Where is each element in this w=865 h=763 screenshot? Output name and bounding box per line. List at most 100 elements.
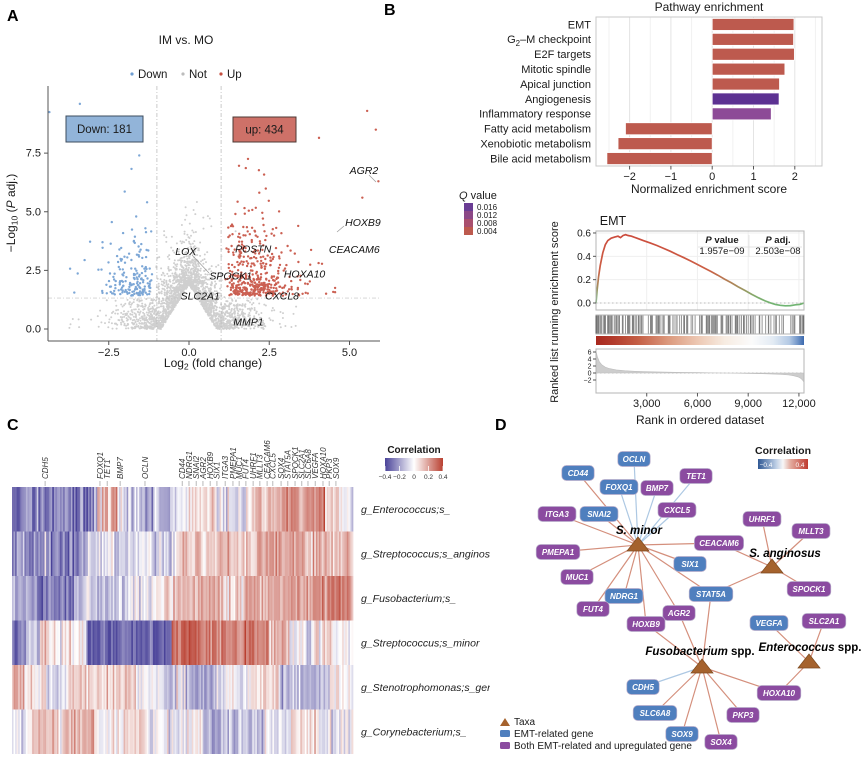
svg-text:SLC6A8: SLC6A8 xyxy=(304,449,313,479)
svg-text:NDRG1: NDRG1 xyxy=(185,451,194,479)
svg-text:g_Streptococcus;s_anginosus: g_Streptococcus;s_anginosus xyxy=(361,548,490,560)
svg-text:0.6: 0.6 xyxy=(577,228,591,239)
svg-text:VEGFA: VEGFA xyxy=(755,619,782,628)
svg-text:MMP1: MMP1 xyxy=(233,316,263,328)
svg-text:CD44: CD44 xyxy=(568,469,589,478)
svg-text:Fatty acid metabolism: Fatty acid metabolism xyxy=(484,124,591,136)
svg-text:G2–M checkpoint: G2–M checkpoint xyxy=(507,34,591,48)
svg-text:Correlation: Correlation xyxy=(755,445,811,457)
svg-text:NDRG1: NDRG1 xyxy=(610,592,639,601)
panel-a-volcano-plot: −2.5 0.0 2.5 5.0 0.0 2.5 5.0 7.5 Log2 (fold chan… xyxy=(4,33,381,372)
svg-text:CDH5: CDH5 xyxy=(632,683,654,692)
svg-text:HOXA10: HOXA10 xyxy=(284,268,326,280)
svg-text:P adj.: P adj. xyxy=(765,235,790,246)
svg-text:UHRF1: UHRF1 xyxy=(749,515,776,524)
svg-text:AGR2: AGR2 xyxy=(349,165,379,177)
svg-text:BMP7: BMP7 xyxy=(116,457,125,479)
svg-text:0: 0 xyxy=(588,370,592,377)
svg-text:−0.4: −0.4 xyxy=(379,474,392,481)
svg-text:0.008: 0.008 xyxy=(477,219,498,228)
panel-d-taxa-gene-network: OCLN CD44 TET1 FOXQ1 BMP7 ITGA3 SNAI2 CXCL5 UHRF… xyxy=(500,445,861,752)
svg-text:g_Corynebacterium;s_: g_Corynebacterium;s_ xyxy=(361,726,467,738)
svg-text:CXCL5: CXCL5 xyxy=(269,453,278,479)
svg-text:S. anginosus: S. anginosus xyxy=(749,548,821,560)
panel-c-label: C xyxy=(7,417,19,434)
svg-text:0: 0 xyxy=(412,474,416,481)
svg-text:SIX1: SIX1 xyxy=(681,560,699,569)
svg-text:HOXB9: HOXB9 xyxy=(206,451,215,479)
svg-text:CD44: CD44 xyxy=(178,458,187,479)
svg-text:SOX4: SOX4 xyxy=(710,738,732,747)
svg-text:VEGFA: VEGFA xyxy=(311,452,320,479)
svg-text:S. minor: S. minor xyxy=(616,525,663,537)
svg-text:SNAI2: SNAI2 xyxy=(587,510,611,519)
svg-text:Down: Down xyxy=(138,69,167,81)
svg-text:Rank in ordered dataset: Rank in ordered dataset xyxy=(636,413,765,427)
svg-text:SOX9: SOX9 xyxy=(671,730,693,739)
svg-text:LOX: LOX xyxy=(175,246,197,258)
svg-text:0.4: 0.4 xyxy=(577,252,591,263)
svg-text:STAT5A: STAT5A xyxy=(284,450,293,479)
svg-text:SPOCK1: SPOCK1 xyxy=(793,585,826,594)
svg-text:HOXA10: HOXA10 xyxy=(763,689,796,698)
svg-text:HOXA10: HOXA10 xyxy=(319,447,328,479)
svg-text:Log2 (fold change): Log2 (fold change) xyxy=(164,356,262,372)
svg-text:6,000: 6,000 xyxy=(684,398,712,410)
svg-text:BMP7: BMP7 xyxy=(646,484,669,493)
svg-text:0.016: 0.016 xyxy=(477,203,498,212)
svg-text:CEACAM6: CEACAM6 xyxy=(699,539,739,548)
svg-text:SIX1: SIX1 xyxy=(213,462,222,479)
svg-text:OCLN: OCLN xyxy=(623,455,646,464)
svg-text:2: 2 xyxy=(792,171,798,183)
svg-text:SOX4: SOX4 xyxy=(277,457,286,479)
svg-text:g_Stenotrophomonas;s_geniculat: g_Stenotrophomonas;s_geniculata xyxy=(361,682,490,694)
svg-text:Ranked list running enrichment: Ranked list running enrichment score xyxy=(549,221,561,403)
svg-text:FUT4: FUT4 xyxy=(583,605,604,614)
svg-text:FUT4: FUT4 xyxy=(242,458,251,479)
svg-text:2.5: 2.5 xyxy=(262,347,277,359)
svg-text:MUC1: MUC1 xyxy=(566,573,589,582)
svg-text:STAT5A: STAT5A xyxy=(696,590,726,599)
svg-text:5.0: 5.0 xyxy=(26,206,41,218)
svg-text:MLLT3: MLLT3 xyxy=(256,454,265,479)
svg-text:−0.2: −0.2 xyxy=(393,474,406,481)
svg-text:UHRF1: UHRF1 xyxy=(249,452,258,479)
svg-text:Up: Up xyxy=(227,69,242,81)
svg-text:0.4: 0.4 xyxy=(438,474,447,481)
svg-text:Both EMT-related and upregulat: Both EMT-related and upregulated gene xyxy=(514,741,692,752)
svg-text:Correlation: Correlation xyxy=(387,445,440,456)
svg-text:0.4: 0.4 xyxy=(795,462,804,469)
svg-text:0: 0 xyxy=(709,171,715,183)
svg-text:Pathway enrichment: Pathway enrichment xyxy=(655,0,764,14)
panel-d-label: D xyxy=(495,417,507,434)
svg-text:0.012: 0.012 xyxy=(477,211,498,220)
svg-text:CXCL8: CXCL8 xyxy=(265,290,299,302)
svg-text:ITGA3: ITGA3 xyxy=(221,455,230,479)
svg-text:−0.4: −0.4 xyxy=(760,462,773,469)
svg-text:ITGA3: ITGA3 xyxy=(545,510,569,519)
svg-text:SNAI2: SNAI2 xyxy=(192,455,201,479)
svg-text:SPOCK1: SPOCK1 xyxy=(209,271,252,283)
svg-text:Apical junction: Apical junction xyxy=(520,79,591,91)
svg-text:0.0: 0.0 xyxy=(26,324,41,336)
svg-text:FOXQ1: FOXQ1 xyxy=(605,483,633,492)
svg-text:P value: P value xyxy=(705,235,738,246)
svg-text:12,000: 12,000 xyxy=(782,398,816,410)
svg-text:−2: −2 xyxy=(584,377,592,384)
svg-text:6: 6 xyxy=(588,349,592,356)
svg-text:SLC2A1: SLC2A1 xyxy=(298,449,307,479)
svg-text:HOXB9: HOXB9 xyxy=(632,620,660,629)
svg-text:HOXB9: HOXB9 xyxy=(345,217,381,229)
svg-text:TET1: TET1 xyxy=(103,459,112,479)
svg-text:SLC2A1: SLC2A1 xyxy=(181,290,220,302)
svg-text:Normalized enrichment score: Normalized enrichment score xyxy=(631,182,787,196)
svg-text:SPOCK1: SPOCK1 xyxy=(291,447,300,479)
svg-text:Bile acid metabolism: Bile acid metabolism xyxy=(490,153,591,165)
svg-text:PMEPA1: PMEPA1 xyxy=(542,548,575,557)
svg-text:Q value: Q value xyxy=(459,190,497,202)
svg-text:5.0: 5.0 xyxy=(342,347,357,359)
svg-text:SOX9: SOX9 xyxy=(332,457,341,479)
svg-text:PKP3: PKP3 xyxy=(733,711,754,720)
